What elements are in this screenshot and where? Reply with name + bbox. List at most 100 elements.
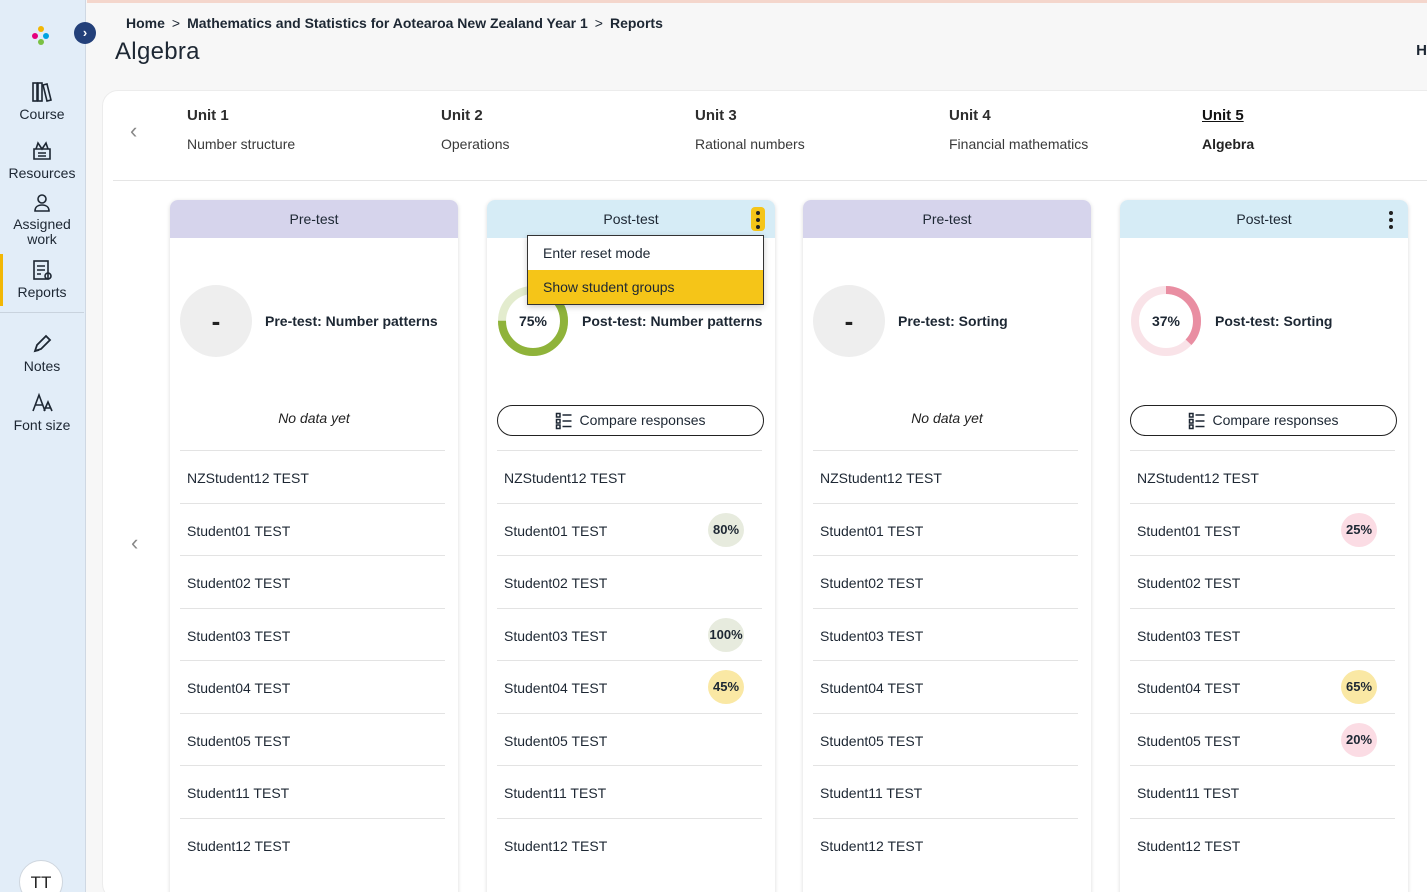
list-icon bbox=[556, 413, 572, 430]
breadcrumb: Home > Mathematics and Statistics for Aote… bbox=[126, 15, 663, 31]
student-row[interactable]: Student12 TEST bbox=[180, 817, 445, 871]
student-row[interactable]: Student05 TEST bbox=[813, 712, 1078, 766]
student-row[interactable]: Student01 TEST 80% bbox=[497, 502, 762, 556]
student-row[interactable]: Student02 TEST bbox=[1130, 555, 1395, 608]
more-options-icon[interactable] bbox=[751, 207, 765, 231]
student-row[interactable]: NZStudent12 TEST bbox=[1130, 450, 1395, 503]
student-name: Student11 TEST bbox=[820, 785, 923, 801]
student-row[interactable]: Student05 TEST 20% bbox=[1130, 712, 1395, 766]
menu-item-enter-reset-mode[interactable]: Enter reset mode bbox=[543, 245, 651, 261]
sidebar-item-assigned-work[interactable]: Assigned work bbox=[0, 191, 84, 247]
unit-tab-4[interactable]: Unit 4 Financial mathematics bbox=[949, 107, 1088, 152]
student-row[interactable]: Student12 TEST bbox=[813, 817, 1078, 871]
sidebar-item-label: Notes bbox=[23, 358, 61, 374]
unit-number: Unit 5 bbox=[1202, 107, 1244, 124]
compare-responses-button[interactable]: Compare responses bbox=[1130, 405, 1397, 436]
font-size-icon bbox=[32, 392, 53, 412]
no-data-text: No data yet bbox=[278, 410, 350, 426]
student-row[interactable]: Student04 TEST 45% bbox=[497, 660, 762, 713]
card-header: Post-test bbox=[487, 200, 775, 238]
sidebar-item-label: Font size bbox=[13, 417, 71, 433]
student-row[interactable]: Student01 TEST bbox=[180, 502, 445, 556]
app-logo[interactable] bbox=[30, 24, 52, 46]
sidebar-item-label: Resources bbox=[8, 165, 76, 181]
score-ring: 37% bbox=[1131, 286, 1201, 356]
student-row[interactable]: NZStudent12 TEST bbox=[497, 450, 762, 503]
sidebar-item-font-size[interactable]: Font size bbox=[0, 391, 84, 433]
student-name: NZStudent12 TEST bbox=[504, 470, 626, 486]
compare-responses-label: Compare responses bbox=[579, 412, 706, 428]
unit-tab-2[interactable]: Unit 2 Operations bbox=[441, 107, 509, 152]
unit-tab-5[interactable]: Unit 5 Algebra bbox=[1202, 107, 1254, 152]
student-row[interactable]: Student12 TEST bbox=[497, 817, 762, 871]
student-list: NZStudent12 TEST Student01 TEST 25% Student… bbox=[1130, 450, 1395, 870]
compare-responses-button[interactable]: Compare responses bbox=[497, 405, 764, 436]
test-name: Pre-test: Sorting bbox=[898, 313, 1008, 329]
student-name: Student03 TEST bbox=[504, 627, 608, 644]
sidebar-item-resources[interactable]: Resources bbox=[0, 139, 84, 181]
student-row[interactable]: Student03 TEST bbox=[180, 607, 445, 661]
unit-number: Unit 4 bbox=[949, 107, 991, 124]
student-row[interactable]: NZStudent12 TEST bbox=[180, 450, 445, 503]
cards-prev-button[interactable]: ‹ bbox=[131, 530, 138, 556]
student-row[interactable]: Student01 TEST bbox=[813, 502, 1078, 556]
student-name: Student11 TEST bbox=[187, 785, 290, 801]
unit-name: Algebra bbox=[1202, 136, 1255, 152]
unit-name: Financial mathematics bbox=[949, 136, 1089, 152]
student-row[interactable]: Student01 TEST 25% bbox=[1130, 502, 1395, 556]
student-name: Student05 TEST bbox=[504, 732, 608, 749]
unit-tab-1[interactable]: Unit 1 Number structure bbox=[187, 107, 295, 152]
student-name: Student01 TEST bbox=[1137, 522, 1241, 539]
student-row[interactable]: Student04 TEST 65% bbox=[1130, 660, 1395, 713]
sidebar-item-course[interactable]: Course bbox=[0, 80, 84, 122]
units-prev-button[interactable]: ‹ bbox=[130, 118, 137, 144]
test-card: Post-test 37% Post-test: Sorting Compare re… bbox=[1120, 200, 1408, 892]
breadcrumb-course[interactable]: Mathematics and Statistics for Aotearoa … bbox=[187, 15, 588, 31]
card-header-label: Pre-test bbox=[289, 211, 339, 227]
student-list: NZStudent12 TEST Student01 TEST Student02 … bbox=[180, 450, 445, 870]
student-row[interactable]: Student03 TEST 100% bbox=[497, 607, 762, 661]
sidebar-expand-button[interactable]: › bbox=[74, 22, 96, 44]
student-row[interactable]: Student11 TEST bbox=[497, 765, 762, 818]
student-row[interactable]: Student11 TEST bbox=[180, 765, 445, 818]
student-row[interactable]: Student12 TEST bbox=[1130, 817, 1395, 871]
unit-number: Unit 3 bbox=[695, 107, 737, 124]
test-card: Pre-test - Pre-test: Sorting No data yet NZS… bbox=[803, 200, 1091, 892]
student-name: Student02 TEST bbox=[504, 575, 608, 591]
sidebar-item-notes[interactable]: Notes bbox=[0, 332, 84, 374]
student-row[interactable]: Student05 TEST bbox=[180, 712, 445, 766]
student-row[interactable]: Student02 TEST bbox=[180, 555, 445, 608]
student-row[interactable]: Student11 TEST bbox=[1130, 765, 1395, 818]
no-data-text: No data yet bbox=[911, 410, 983, 426]
student-row[interactable]: NZStudent12 TEST bbox=[813, 450, 1078, 503]
sidebar-item-reports[interactable]: Reports bbox=[0, 254, 84, 306]
card-header: Post-test bbox=[1120, 200, 1408, 238]
pencil-icon bbox=[33, 334, 52, 353]
sidebar-divider bbox=[0, 312, 84, 313]
student-row[interactable]: Student02 TEST bbox=[497, 555, 762, 608]
student-name: Student12 TEST bbox=[187, 837, 291, 854]
avatar[interactable]: TT bbox=[19, 860, 63, 892]
student-row[interactable]: Student02 TEST bbox=[813, 555, 1078, 608]
unit-name: Operations bbox=[441, 136, 510, 152]
sidebar-item-label: Course bbox=[19, 106, 65, 122]
card-header: Pre-test bbox=[170, 200, 458, 238]
student-name: Student02 TEST bbox=[1137, 575, 1241, 591]
test-card: Pre-test - Pre-test: Number patterns No dat… bbox=[170, 200, 458, 892]
unit-tab-3[interactable]: Unit 3 Rational numbers bbox=[695, 107, 805, 152]
student-row[interactable]: Student05 TEST bbox=[497, 712, 762, 766]
student-name: Student05 TEST bbox=[187, 732, 291, 749]
student-name: Student11 TEST bbox=[1137, 785, 1240, 801]
student-row[interactable]: Student11 TEST bbox=[813, 765, 1078, 818]
student-row[interactable]: Student03 TEST bbox=[813, 607, 1078, 661]
student-name: Student12 TEST bbox=[504, 837, 608, 854]
student-name: Student03 TEST bbox=[820, 627, 924, 644]
divider bbox=[113, 180, 1427, 181]
more-options-icon[interactable] bbox=[1384, 207, 1398, 231]
breadcrumb-home[interactable]: Home bbox=[126, 15, 165, 31]
student-row[interactable]: Student04 TEST bbox=[180, 660, 445, 713]
student-row[interactable]: Student03 TEST bbox=[1130, 607, 1395, 661]
card-header-label: Pre-test bbox=[922, 211, 972, 227]
student-row[interactable]: Student04 TEST bbox=[813, 660, 1078, 713]
menu-item-show-student-groups[interactable]: Show student groups bbox=[528, 270, 763, 304]
